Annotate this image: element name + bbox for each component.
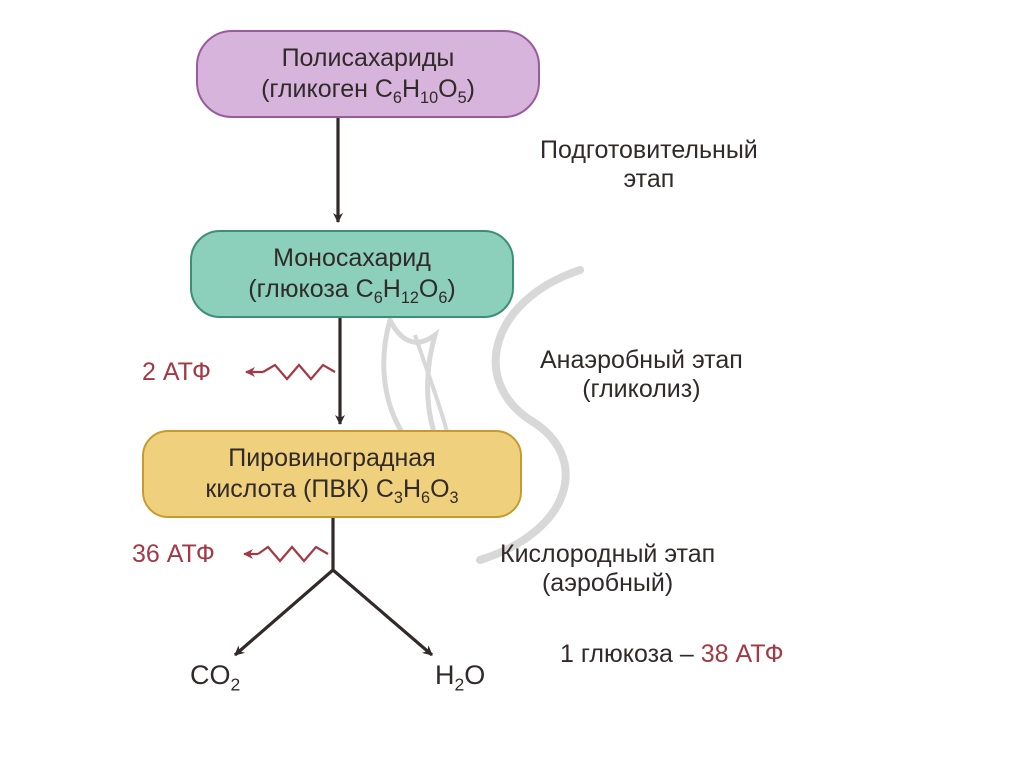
node-mono-line2: (глюкоза C6H12O6) xyxy=(248,274,455,305)
stage-anaerobic: Анаэробный этап (гликолиз) xyxy=(540,346,743,404)
product-h2o: H2O xyxy=(435,660,485,691)
arrow-to-co2 xyxy=(235,570,333,655)
atp36-squiggle xyxy=(244,547,328,561)
node-polysaccharides: Полисахариды (гликоген C6H10O5) xyxy=(196,30,540,118)
node-pvk-line1: Пировиноградная xyxy=(205,443,458,474)
stage-preparatory: Подготовительный этап xyxy=(540,136,758,194)
atp-summary: 1 глюкоза – 38 АТФ xyxy=(560,640,784,669)
node-poly-line2: (гликоген C6H10O5) xyxy=(261,74,475,105)
atp2-squiggle xyxy=(246,365,335,379)
product-co2: CO2 xyxy=(190,660,240,691)
atp-36: 36 АТФ xyxy=(132,540,215,569)
node-pyruvic-acid: Пировиноградная кислота (ПВК) C3H6O3 xyxy=(142,430,522,518)
node-poly-line1: Полисахариды xyxy=(261,43,475,74)
node-pvk-line2: кислота (ПВК) C3H6O3 xyxy=(205,474,458,505)
node-mono-line1: Моносахарид xyxy=(248,243,455,274)
atp-2: 2 АТФ xyxy=(142,358,211,387)
node-monosaccharide: Моносахарид (глюкоза C6H12O6) xyxy=(190,230,514,318)
stage-oxygen: Кислородный этап (аэробный) xyxy=(500,540,715,598)
arrow-to-h2o xyxy=(333,570,432,655)
